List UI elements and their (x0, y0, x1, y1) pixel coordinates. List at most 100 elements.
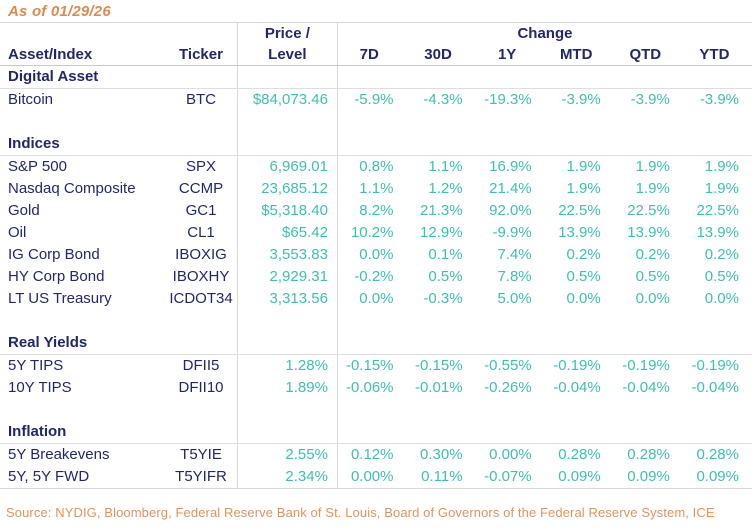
change-7d-cell: 0.8% (359, 158, 394, 175)
section-empty-cell (613, 421, 683, 444)
spacer-cell (683, 399, 752, 421)
asset-name-cell: Bitcoin (8, 91, 54, 108)
change-ytd-cell: 22.5% (696, 202, 739, 219)
change-qtd-cell: 1.9% (635, 158, 670, 175)
asset-name-cell: LT US Treasury (8, 290, 112, 307)
price-level-cell: 23,685.12 (236, 178, 338, 200)
change-30d-cell: 1.1% (428, 158, 463, 175)
change-30d-cell: 12.9% (420, 224, 463, 241)
section-empty-cell (475, 133, 545, 156)
table-row: LT US Treasury ICDOT34 3,313.56 0.0% -0.3% 5.… (0, 288, 752, 310)
header-asset-index: Asset/Index (0, 44, 166, 66)
change-7d-cell: -5.9% (354, 91, 394, 108)
section-empty-cell (544, 332, 614, 355)
change-1y-cell: -19.3% (484, 91, 532, 108)
change-qtd-cell: -0.04% (622, 379, 670, 396)
change-1y-cell: -0.26% (484, 379, 532, 396)
section-empty-cell (406, 332, 476, 355)
section-empty-cell (475, 332, 545, 355)
section-empty-cell (682, 133, 752, 156)
ticker-cell: BTC (186, 91, 216, 108)
change-1y-cell: -0.55% (484, 357, 532, 374)
change-mtd-cell: 0.0% (566, 290, 601, 307)
change-7d-cell: 10.2% (350, 224, 394, 241)
change-1y-cell: 7.4% (497, 246, 532, 263)
change-7d-cell: -0.06% (345, 379, 394, 396)
header-period-ytd: YTD (682, 44, 752, 66)
change-7d-cell: 1.1% (359, 180, 394, 197)
change-ytd-cell: 0.5% (704, 268, 739, 285)
change-mtd-cell: 13.9% (558, 224, 601, 241)
spacer-cell (165, 399, 237, 421)
price-level-cell: 2,929.31 (236, 266, 338, 288)
spacer-cell (337, 399, 406, 421)
ticker-cell: GC1 (185, 202, 217, 219)
section-empty-cell (406, 421, 476, 444)
table-row: S&P 500 SPX 6,969.01 0.8% 1.1% 16.9% 1.9% 1.9% 1… (0, 155, 752, 178)
spacer-cell (407, 111, 476, 133)
spacer-cell (236, 111, 338, 133)
price-level-cell: 2.55% (236, 443, 338, 466)
price-level-cell: $65.42 (236, 222, 338, 244)
section-label: Real Yields (0, 332, 166, 355)
spacer-cell (614, 399, 683, 421)
table-row: 5Y Breakevens T5YIE 2.55% 0.12% 0.30% 0.00% 0.… (0, 443, 752, 466)
spacer-cell (337, 111, 406, 133)
header-period-1y: 1Y (475, 44, 545, 66)
change-ytd-cell: 0.28% (696, 446, 739, 463)
header-change-group: Change (517, 25, 573, 42)
change-ytd-cell: 0.2% (704, 246, 739, 263)
ticker-cell: IBOXIG (175, 246, 227, 263)
section-header-row: Inflation (0, 421, 752, 444)
section-empty-cell (613, 65, 683, 89)
change-30d-cell: 0.30% (420, 446, 463, 463)
source-attribution: Source: NYDIG, Bloomberg, Federal Reserv… (6, 505, 715, 520)
price-level-cell: 2.34% (236, 466, 338, 489)
table-row: Bitcoin BTC $84,073.46 -5.9% -4.3% -19.3% -3.9… (0, 88, 752, 111)
ticker-cell: CL1 (187, 224, 215, 241)
change-ytd-cell: 0.09% (696, 468, 739, 485)
header-period-30d: 30D (406, 44, 476, 66)
section-empty-cell (236, 332, 338, 355)
change-qtd-cell: 0.2% (635, 246, 670, 263)
section-empty-cell (236, 421, 338, 444)
spacer-cell (614, 111, 683, 133)
change-7d-cell: 8.2% (359, 202, 394, 219)
table-row: IG Corp Bond IBOXIG 3,553.83 0.0% 0.1% 7.4% 0.… (0, 244, 752, 266)
price-level-cell: 3,553.83 (236, 244, 338, 266)
table-row: Gold GC1 $5,318.40 8.2% 21.3% 92.0% 22.5% 22.5%… (0, 200, 752, 222)
table-row: 5Y TIPS DFII5 1.28% -0.15% -0.15% -0.55% -0.19… (0, 354, 752, 377)
price-level-cell: 1.89% (236, 377, 338, 399)
change-ytd-cell: 1.9% (704, 180, 739, 197)
change-1y-cell: 92.0% (489, 202, 532, 219)
change-7d-cell: 0.00% (350, 468, 394, 485)
section-empty-cell (337, 65, 407, 89)
section-empty-cell (682, 65, 752, 89)
asset-name-cell: 5Y TIPS (8, 357, 64, 374)
spacer-cell (683, 310, 752, 332)
section-empty-cell (613, 133, 683, 156)
asset-name-cell: 10Y TIPS (8, 379, 72, 396)
asset-name-cell: Nasdaq Composite (8, 180, 136, 197)
section-empty-cell (236, 65, 338, 89)
table-body: Digital Asset Bitcoin BTC $84,073.46 -5.9% -4… (0, 65, 752, 489)
ticker-cell: IBOXHY (172, 268, 230, 285)
change-1y-cell: 0.00% (489, 446, 532, 463)
spacer-cell (683, 111, 752, 133)
section-empty-cell (165, 332, 238, 355)
section-empty-cell (165, 133, 238, 156)
section-empty-cell (406, 133, 476, 156)
section-empty-cell (544, 65, 614, 89)
section-empty-cell (165, 421, 238, 444)
section-header-row: Digital Asset (0, 65, 752, 89)
spacer-cell (476, 111, 545, 133)
price-level-cell: $84,073.46 (236, 88, 338, 111)
change-7d-cell: -0.15% (345, 357, 394, 374)
table-header: Price / Change Asset/Index Ticker Level … (0, 22, 752, 66)
change-qtd-cell: -3.9% (630, 91, 670, 108)
spacer-cell (0, 399, 165, 421)
change-30d-cell: -0.3% (423, 290, 463, 307)
table-row: Oil CL1 $65.42 10.2% 12.9% -9.9% 13.9% 13.9% 13.… (0, 222, 752, 244)
change-mtd-cell: -0.19% (553, 357, 601, 374)
section-empty-cell (236, 133, 338, 156)
